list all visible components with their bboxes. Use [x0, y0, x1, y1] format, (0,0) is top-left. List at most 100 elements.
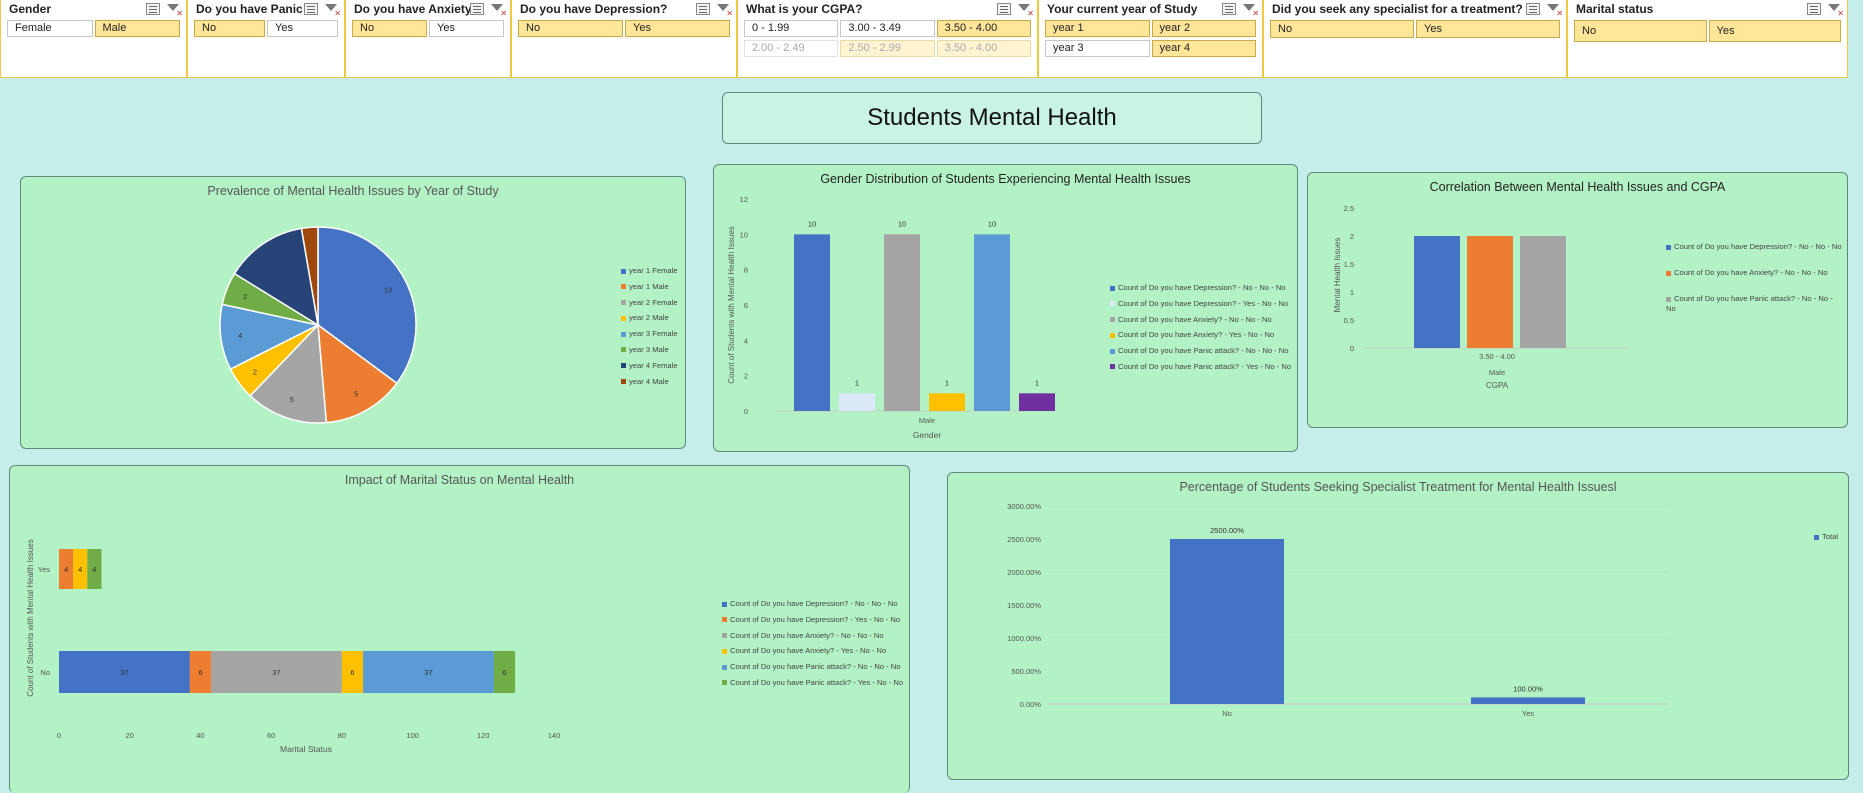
clear-filter-icon[interactable] [1827, 3, 1844, 18]
y-tick-label: 2000.00% [1007, 568, 1041, 577]
slicer-item[interactable]: 0 - 1.99 [744, 20, 839, 37]
slicer-item[interactable]: Yes [625, 20, 730, 37]
data-label: 1 [855, 378, 859, 387]
slicer-title: What is your CGPA? [746, 2, 863, 16]
slicer-item[interactable]: No [518, 20, 623, 37]
slicer-item[interactable]: No [194, 20, 265, 37]
legend-label: Count of Do you have Anxiety? - No - No … [1674, 268, 1828, 277]
slicer[interactable]: Did you seek any specialist for a treatm… [1263, 0, 1567, 78]
y-tick-label: 2 [744, 372, 748, 381]
legend-label: year 3 Male [629, 344, 669, 354]
clear-filter-icon[interactable] [324, 3, 341, 18]
y-tick-label: 1 [1350, 288, 1354, 297]
multi-select-icon[interactable] [304, 3, 318, 15]
slicer-item[interactable]: Yes [1416, 20, 1560, 38]
pie-chart-panel[interactable]: Prevalence of Mental Health Issues by Ye… [20, 176, 686, 449]
data-label: 2500.00% [1210, 526, 1244, 535]
x-tick-label: 60 [267, 731, 275, 740]
chart-legend: Count of Do you have Depression? - No - … [722, 596, 903, 691]
y-axis-title: Count of Students with Mental Health Iss… [727, 226, 736, 383]
y-tick-label: No [40, 668, 50, 677]
pie-slice [249, 323, 328, 424]
legend-label: year 2 Female [629, 297, 678, 307]
slicer-item[interactable]: No [1574, 20, 1707, 42]
multi-select-icon[interactable] [1222, 3, 1236, 15]
pie-slice [300, 226, 319, 326]
multi-select-icon[interactable] [696, 3, 710, 15]
multi-select-icon[interactable] [1807, 3, 1821, 15]
data-label: 1 [945, 378, 949, 387]
clear-filter-icon[interactable] [1017, 3, 1034, 18]
slicer-item[interactable]: 2.50 - 2.99 [840, 40, 935, 57]
slicer-item[interactable]: 3.50 - 4.00 [936, 20, 1031, 37]
legend-swatch [1110, 348, 1115, 354]
slicer-title: Your current year of Study [1047, 2, 1198, 16]
data-label: 6 [502, 668, 506, 677]
slicer-item[interactable]: Yes [429, 20, 504, 37]
legend-entry: Count of Do you have Depression? - Yes -… [1110, 296, 1291, 312]
legend-swatch [722, 601, 727, 607]
slicer-item[interactable]: No [352, 20, 427, 37]
slicer-item[interactable]: 3.00 - 3.49 [840, 20, 935, 37]
bar-segment [189, 651, 212, 693]
gender-chart-panel[interactable]: Gender Distribution of Students Experien… [713, 164, 1298, 452]
clear-filter-icon[interactable] [716, 3, 733, 18]
y-tick-label: 0 [744, 407, 748, 416]
slicer-title: Do you have Depression? [520, 2, 668, 16]
legend-entry: Count of Do you have Anxiety? - Yes - No… [1110, 327, 1291, 343]
legend-label: year 4 Female [629, 360, 678, 370]
legend-swatch [1110, 317, 1115, 323]
slicer[interactable]: What is your CGPA? 0 - 1.993.00 - 3.493.5… [737, 0, 1038, 78]
slicer-item[interactable]: year 2 [1151, 20, 1256, 37]
clear-filter-icon[interactable] [490, 3, 507, 18]
slicer-header: Gender [1, 0, 186, 18]
x-tick-label: 140 [548, 731, 561, 740]
bar-segment [363, 651, 494, 693]
multi-select-icon[interactable] [1526, 3, 1540, 15]
legend-swatch [722, 680, 727, 686]
cgpa-chart-panel[interactable]: Correlation Between Mental Health Issues… [1307, 172, 1848, 428]
x-tick-label: Yes [1522, 709, 1534, 718]
legend-label: year 2 Male [629, 313, 669, 323]
multi-select-icon[interactable] [146, 3, 160, 15]
legend-label: Count of Do you have Anxiety? - No - No … [730, 630, 884, 640]
slicer-item[interactable]: No [1270, 20, 1414, 38]
slicer-item[interactable]: Male [94, 20, 180, 37]
data-label: 1 [1035, 378, 1039, 387]
chart-title: Percentage of Students Seeking Specialis… [1179, 480, 1617, 494]
chart-svg: 13 5 5 2 4 2 [219, 226, 417, 424]
data-label: 10 [898, 219, 906, 228]
slicer-item[interactable]: Yes [267, 20, 338, 37]
marital-chart-panel[interactable]: Impact of Marital Status on Mental Healt… [9, 465, 910, 793]
x-axis-title: CGPA [1486, 381, 1509, 390]
legend-label: Count of Do you have Depression? - No - … [730, 599, 898, 608]
clear-filter-icon[interactable] [1242, 3, 1259, 18]
data-label: 37 [424, 668, 432, 677]
slicer-item[interactable]: Female [7, 20, 93, 37]
clear-filter-icon[interactable] [1546, 3, 1563, 18]
bar [794, 234, 830, 411]
slicer-item[interactable]: Yes [1708, 20, 1841, 42]
slicer-item[interactable]: 3.50 - 4.00 [936, 40, 1031, 57]
x-tick-label: 0 [57, 731, 61, 740]
slicer-item[interactable]: 2.00 - 2.49 [744, 40, 839, 57]
legend-entry: Count of Do you have Panic attack? - No … [722, 659, 903, 675]
data-label: 4 [92, 565, 96, 574]
slicer-items: No Yes [346, 18, 510, 39]
data-label: 10 [988, 219, 996, 228]
slicer-item[interactable]: year 3 [1045, 40, 1150, 57]
multi-select-icon[interactable] [470, 3, 484, 15]
multi-select-icon[interactable] [997, 3, 1011, 15]
y-axis-title: Mental Health Issues [1333, 238, 1342, 313]
slicer-item[interactable]: year 4 [1151, 40, 1256, 57]
specialist-chart-panel[interactable]: Percentage of Students Seeking Specialis… [947, 472, 1849, 780]
y-tick-label: 12 [740, 195, 748, 204]
slicer-item[interactable]: year 1 [1045, 20, 1150, 37]
clear-filter-icon[interactable] [166, 3, 183, 18]
